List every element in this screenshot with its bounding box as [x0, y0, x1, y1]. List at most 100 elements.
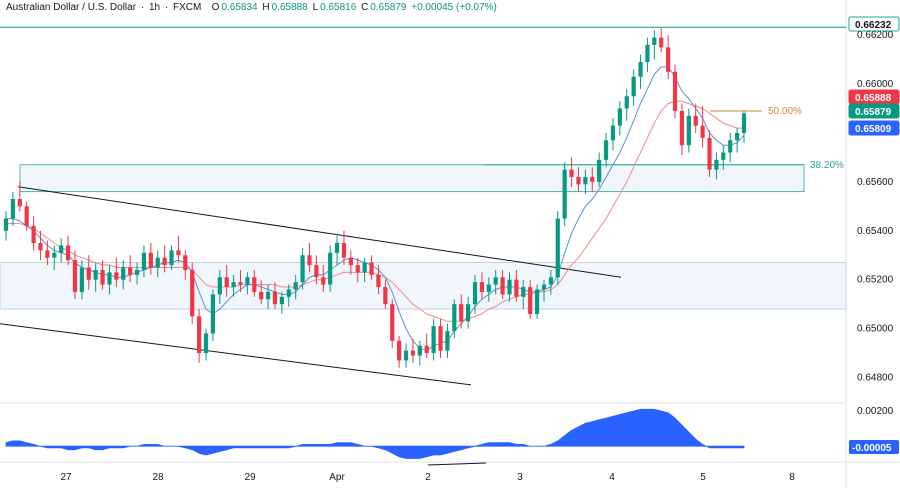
candle-body[interactable]	[265, 291, 271, 300]
candle-body[interactable]	[652, 37, 657, 45]
candle-body[interactable]	[107, 272, 112, 285]
candle-body[interactable]	[279, 296, 284, 305]
candle-body[interactable]	[686, 115, 691, 146]
candle-body[interactable]	[300, 255, 305, 283]
candle-body[interactable]	[445, 331, 450, 351]
candle-body[interactable]	[141, 252, 147, 270]
candle-body[interactable]	[183, 255, 188, 270]
candle-body[interactable]	[707, 137, 712, 170]
candle-body[interactable]	[369, 262, 374, 275]
candle-body[interactable]	[645, 44, 650, 63]
candle-body[interactable]	[624, 96, 629, 109]
candle-body[interactable]	[528, 287, 533, 314]
candle-body[interactable]	[148, 252, 153, 268]
candle-body[interactable]	[238, 282, 243, 285]
candle-body[interactable]	[548, 277, 553, 285]
candle-body[interactable]	[617, 108, 622, 126]
candle-body[interactable]	[417, 345, 422, 356]
candle-body[interactable]	[521, 287, 526, 297]
candle-body[interactable]	[86, 267, 91, 280]
candle-body[interactable]	[576, 176, 581, 185]
candle-body[interactable]	[217, 277, 222, 295]
candle-body[interactable]	[500, 277, 505, 295]
candle-body[interactable]	[735, 132, 740, 141]
candle-body[interactable]	[590, 176, 595, 182]
candle-body[interactable]	[134, 269, 140, 275]
candle-body[interactable]	[355, 265, 360, 273]
support-zone[interactable]	[0, 262, 847, 310]
candle-body[interactable]	[65, 245, 71, 261]
candle-body[interactable]	[721, 152, 726, 160]
candle-body[interactable]	[397, 340, 402, 361]
candle-body[interactable]	[59, 245, 64, 253]
candle-body[interactable]	[438, 326, 443, 351]
candle-body[interactable]	[493, 277, 498, 285]
candle-body[interactable]	[666, 47, 671, 72]
candle-body[interactable]	[79, 267, 84, 292]
candle-body[interactable]	[348, 257, 353, 266]
candle-body[interactable]	[631, 76, 636, 97]
candle-body[interactable]	[362, 262, 367, 273]
candle-body[interactable]	[72, 260, 78, 292]
candle-body[interactable]	[486, 284, 491, 292]
candle-body[interactable]	[128, 267, 133, 275]
candle-body[interactable]	[569, 169, 574, 177]
candle-body[interactable]	[10, 198, 15, 219]
candle-body[interactable]	[190, 269, 195, 317]
candle-body[interactable]	[38, 243, 43, 251]
candle-body[interactable]	[672, 71, 678, 111]
candle-body[interactable]	[293, 282, 298, 290]
candle-body[interactable]	[259, 291, 264, 300]
candle-body[interactable]	[603, 140, 609, 160]
candle-body[interactable]	[203, 333, 209, 354]
candle-body[interactable]	[155, 257, 160, 268]
candle-body[interactable]	[714, 159, 719, 170]
candle-body[interactable]	[224, 277, 229, 288]
candle-body[interactable]	[114, 272, 119, 280]
candle-body[interactable]	[431, 326, 436, 354]
candle-body[interactable]	[45, 250, 50, 258]
candle-body[interactable]	[121, 267, 126, 280]
candle-body[interactable]	[410, 350, 416, 356]
candle-body[interactable]	[307, 255, 312, 266]
candle-body[interactable]	[659, 37, 664, 48]
candle-body[interactable]	[479, 282, 485, 292]
candle-body[interactable]	[286, 289, 291, 297]
candle-body[interactable]	[245, 277, 250, 285]
candle-body[interactable]	[376, 274, 381, 288]
candle-body[interactable]	[176, 250, 181, 256]
symbol-name[interactable]: Australian Dollar / U.S. Dollar	[6, 2, 137, 13]
candle-body[interactable]	[328, 252, 333, 285]
candle-body[interactable]	[383, 287, 388, 305]
candle-body[interactable]	[390, 304, 395, 341]
candle-body[interactable]	[52, 252, 57, 258]
candle-body[interactable]	[466, 304, 471, 322]
candle-body[interactable]	[583, 176, 588, 185]
channel-lower-line[interactable]	[0, 323, 472, 386]
candle-body[interactable]	[610, 125, 616, 141]
timeframe[interactable]: 1h	[148, 2, 161, 13]
candle-body[interactable]	[314, 265, 319, 278]
candle-body[interactable]	[252, 277, 257, 292]
channel-upper-line[interactable]	[17, 186, 622, 278]
candle-body[interactable]	[17, 198, 22, 207]
candle-body[interactable]	[210, 294, 216, 334]
oscillator-trend-line[interactable]	[427, 462, 487, 466]
candle-body[interactable]	[3, 218, 9, 231]
candle-body[interactable]	[728, 140, 733, 153]
candle-body[interactable]	[555, 218, 560, 278]
candle-body[interactable]	[334, 243, 340, 253]
candle-body[interactable]	[534, 289, 540, 314]
candle-body[interactable]	[93, 269, 98, 280]
candle-body[interactable]	[638, 62, 643, 77]
candle-body[interactable]	[424, 345, 429, 354]
candle-body[interactable]	[741, 113, 747, 133]
candle-body[interactable]	[679, 110, 685, 146]
candle-body[interactable]	[700, 125, 705, 138]
candle-body[interactable]	[100, 269, 105, 285]
candle-body[interactable]	[231, 282, 236, 288]
candle-body[interactable]	[321, 277, 326, 285]
candle-body[interactable]	[403, 350, 409, 361]
candle-body[interactable]	[541, 284, 547, 290]
candle-body[interactable]	[472, 282, 478, 305]
